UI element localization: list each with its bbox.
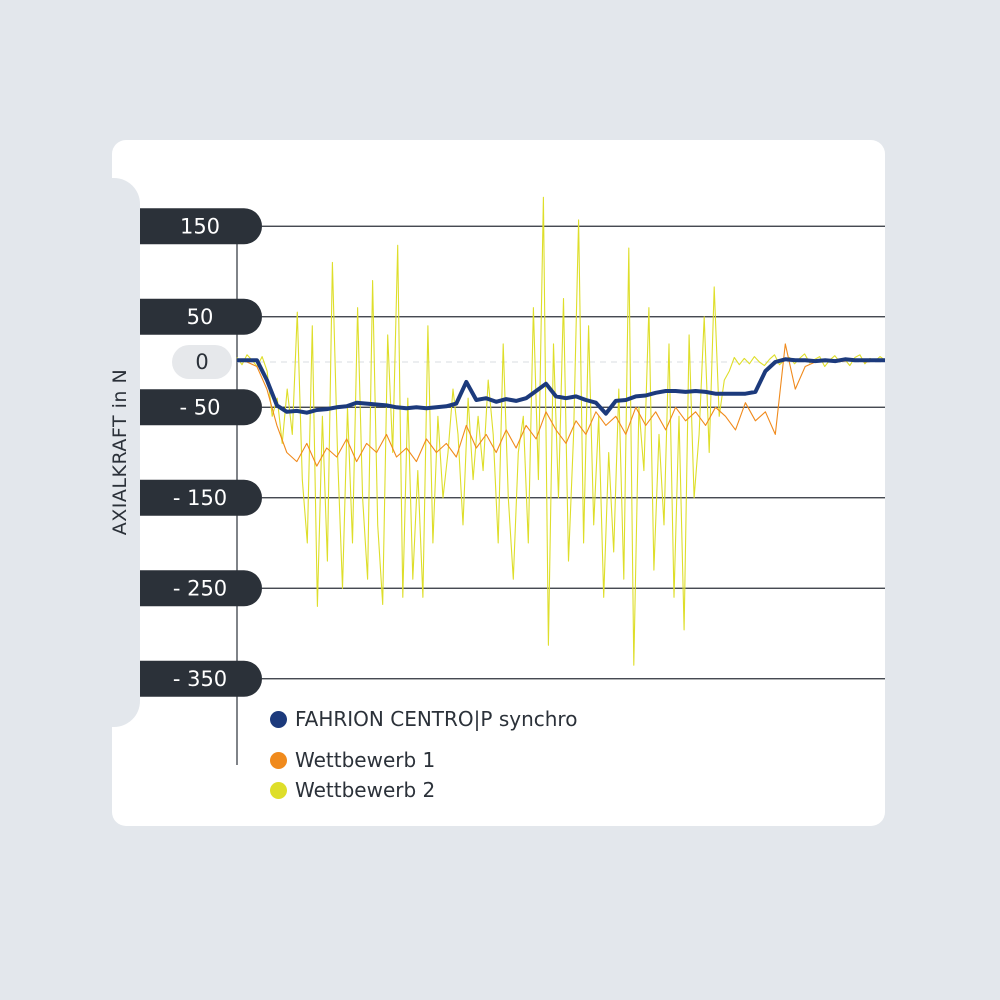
legend-dot-fahrion <box>270 710 287 728</box>
tick-label: - 50 <box>180 395 221 419</box>
tick-label: 50 <box>187 305 214 329</box>
tick-pill <box>140 208 262 245</box>
legend: FAHRION CENTRO|P synchro Wettbewerb 1 We… <box>270 704 577 805</box>
legend-dot-wettbewerb-2 <box>270 781 287 799</box>
tick-label: - 150 <box>173 486 227 510</box>
series-line-wettbewerb-2 <box>236 196 886 666</box>
tick-label: 0 <box>195 350 208 374</box>
tick-pill <box>140 389 262 426</box>
tick-pill <box>140 479 262 516</box>
legend-label-fahrion: FAHRION CENTRO|P synchro <box>295 707 578 731</box>
tick-label: - 350 <box>173 667 227 691</box>
tick-pill-zero <box>172 345 232 379</box>
legend-dot-wettbewerb-1 <box>270 751 287 769</box>
tick-pill <box>140 298 262 335</box>
legend-label-wettbewerb-2: Wettbewerb 2 <box>295 778 436 802</box>
series-line-wettbewerb-1 <box>236 343 886 467</box>
tick-pill <box>140 660 262 697</box>
series-line-fahrion-centro-p-synchro <box>237 357 885 416</box>
axis-label-tab <box>112 178 140 727</box>
legend-item-wettbewerb-1: Wettbewerb 1 <box>270 745 577 775</box>
tick-pill <box>140 570 262 607</box>
legend-label-wettbewerb-1: Wettbewerb 1 <box>295 748 436 772</box>
legend-item-wettbewerb-2: Wettbewerb 2 <box>270 775 577 805</box>
tick-label: 150 <box>180 214 220 238</box>
tick-label: - 250 <box>173 576 227 600</box>
legend-item-fahrion: FAHRION CENTRO|P synchro <box>270 704 577 734</box>
